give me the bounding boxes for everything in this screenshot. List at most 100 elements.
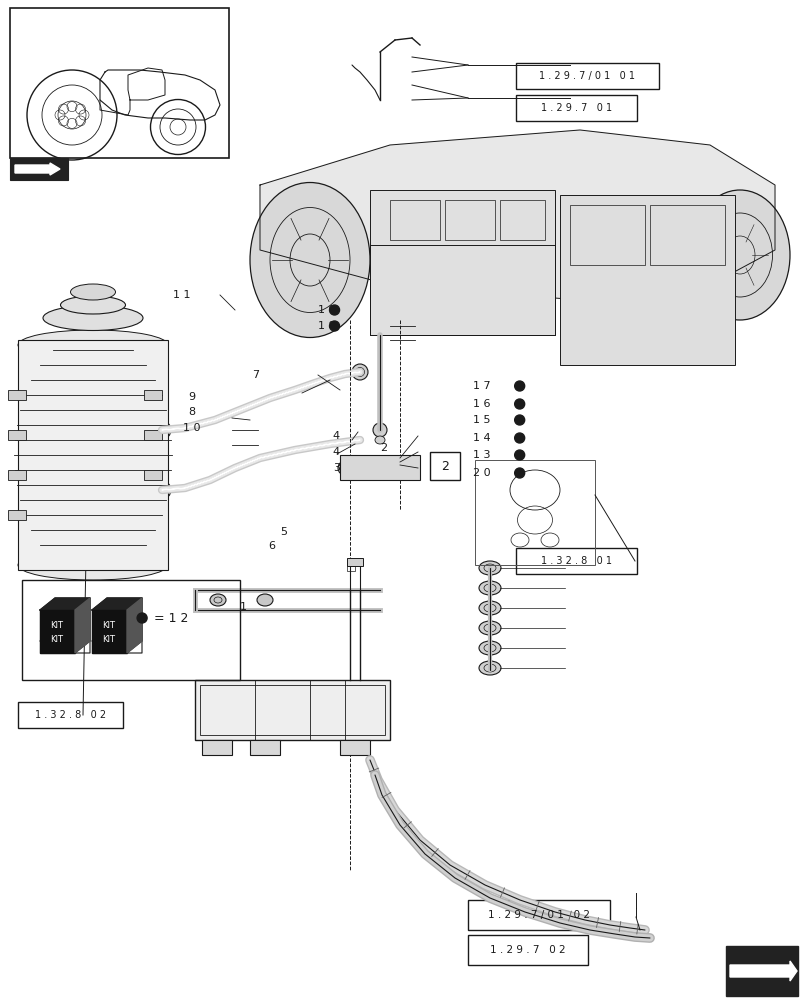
Polygon shape [40,610,75,653]
Circle shape [329,305,339,315]
Text: KIT: KIT [50,621,63,630]
Text: 1 1: 1 1 [173,290,191,300]
Bar [500,200,544,240]
Bar [430,452,460,480]
Ellipse shape [337,461,351,475]
Bar [569,205,644,265]
Circle shape [137,613,147,623]
Ellipse shape [43,306,143,330]
Text: 1 . 2 9 . 7   0 1: 1 . 2 9 . 7 0 1 [540,103,611,113]
Bar [10,158,68,180]
Bar [370,245,554,335]
Bar [516,95,636,121]
Bar [516,548,636,574]
Bar [8,510,26,520]
Polygon shape [75,598,90,653]
Text: 1 8: 1 8 [318,321,336,331]
Ellipse shape [351,364,367,380]
Ellipse shape [397,461,411,475]
Bar [340,455,419,480]
Ellipse shape [478,621,500,635]
Text: 4: 4 [333,431,340,441]
Polygon shape [260,130,774,300]
Ellipse shape [478,661,500,675]
Ellipse shape [478,641,500,655]
Ellipse shape [250,182,370,338]
Bar [370,190,554,335]
Bar [560,195,734,365]
Text: 1: 1 [239,602,247,612]
Circle shape [514,399,524,409]
Text: 2 0: 2 0 [473,468,491,478]
Ellipse shape [372,423,387,437]
Bar [8,470,26,480]
Text: 1 4: 1 4 [473,433,491,443]
Ellipse shape [262,746,268,750]
Ellipse shape [61,296,126,314]
Ellipse shape [214,746,220,750]
Text: 4: 4 [333,447,340,457]
Bar [725,946,797,996]
Text: 1 3: 1 3 [473,450,491,460]
Ellipse shape [478,601,500,615]
Bar [649,205,724,265]
Bar [467,935,587,965]
Text: 2: 2 [380,443,387,453]
Bar [8,390,26,400]
Text: 1 7: 1 7 [473,381,491,391]
Text: 1 0: 1 0 [182,423,200,433]
Bar [144,470,162,480]
Ellipse shape [152,481,171,499]
Text: 7: 7 [251,370,259,380]
Text: 1 . 2 9 . 7   0 2: 1 . 2 9 . 7 0 2 [489,945,565,955]
Ellipse shape [71,284,115,300]
Circle shape [514,415,524,425]
Text: 3: 3 [333,463,340,473]
Bar [10,8,229,158]
Bar [22,580,240,680]
Bar [18,340,168,570]
Bar [202,740,232,755]
Polygon shape [15,163,60,175]
Bar [144,390,162,400]
Text: 5: 5 [280,527,287,537]
Polygon shape [92,610,127,653]
Polygon shape [40,598,90,610]
Text: 1 . 3 2 . 8   0 1: 1 . 3 2 . 8 0 1 [540,556,611,566]
Bar [18,702,123,728]
Bar [200,685,384,735]
Bar [444,200,495,240]
Ellipse shape [152,421,171,439]
Bar [195,680,389,740]
Text: KIT: KIT [102,621,115,630]
Text: 1 . 2 9 . 7 / 0 1   0 1: 1 . 2 9 . 7 / 0 1 0 1 [539,71,635,81]
Ellipse shape [257,594,272,606]
Text: 6: 6 [268,541,275,551]
Text: 1 5: 1 5 [473,415,491,425]
Ellipse shape [375,436,384,444]
Text: 1 9: 1 9 [318,305,336,315]
Text: KIT: KIT [50,636,63,644]
Bar [340,740,370,755]
Ellipse shape [18,550,168,580]
Bar [346,558,363,566]
Bar [516,63,658,89]
Text: 9: 9 [188,392,195,402]
Bar [346,566,354,571]
Polygon shape [729,961,796,981]
Ellipse shape [18,330,168,360]
Text: 1 6: 1 6 [473,399,491,409]
Text: 1 . 3 2 . 8   0 2: 1 . 3 2 . 8 0 2 [35,710,106,720]
Ellipse shape [478,581,500,595]
Ellipse shape [689,190,789,320]
Circle shape [329,321,339,331]
Bar [8,430,26,440]
Circle shape [514,450,524,460]
Circle shape [514,381,524,391]
Text: = 1 2: = 1 2 [154,611,188,624]
Polygon shape [127,598,142,653]
Bar [389,200,440,240]
Text: 1 . 2 9 . 7 / 0 1   0 2: 1 . 2 9 . 7 / 0 1 0 2 [487,910,589,920]
Circle shape [514,468,524,478]
Ellipse shape [210,594,225,606]
